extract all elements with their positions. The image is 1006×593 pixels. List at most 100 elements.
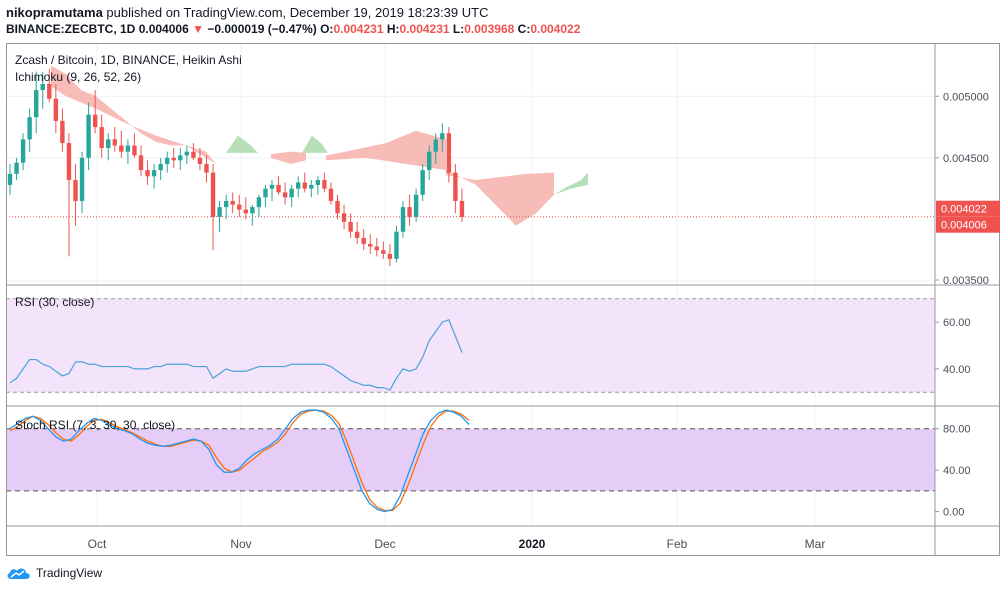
time-tick-label: Dec	[374, 537, 395, 551]
candle-body	[119, 145, 124, 152]
candle-body	[106, 139, 111, 148]
time-tick-label: Mar	[805, 537, 826, 551]
candle-body	[99, 127, 104, 148]
candle-body	[243, 209, 248, 214]
candle-body	[256, 197, 262, 208]
candle-body	[34, 90, 39, 118]
brand-name: TradingView	[36, 566, 103, 580]
price-axis[interactable]: 0.005000 0.004500 0.003500 60.00 40.00 80.00 4…	[935, 91, 1000, 519]
candle-body	[433, 139, 438, 152]
candle-body	[191, 151, 196, 158]
candle-body	[335, 200, 340, 214]
candle-body	[138, 155, 144, 171]
candle-body	[53, 98, 59, 121]
candle-body	[354, 231, 360, 238]
rsi-line	[9, 319, 463, 391]
stoch-tick-label: 40.00	[943, 465, 971, 477]
rsi-tick-label: 60.00	[943, 317, 971, 329]
candle-body	[289, 188, 294, 198]
candle-body	[66, 143, 72, 181]
ohlc-legend: BINANCE:ZECBTC, 1D 0.004006 ▼ −0.000019 …	[6, 22, 580, 36]
candle-body	[184, 151, 190, 156]
cloud-bull	[226, 135, 258, 153]
candle-body	[223, 200, 229, 208]
candle-body	[112, 139, 117, 146]
candle-body	[427, 151, 432, 171]
candle-body	[73, 180, 78, 201]
chart-canvas[interactable]: 0.005000 0.004500 0.003500 60.00 40.00 80.00 4…	[6, 43, 1000, 556]
candle-body	[400, 207, 406, 232]
open-value: 0.004231	[333, 22, 384, 36]
down-arrow-icon: ▼	[192, 22, 204, 36]
candle-body	[348, 221, 353, 232]
candle-series[interactable]	[7, 69, 465, 267]
candle-body	[459, 200, 465, 217]
stoch-k-line	[9, 409, 470, 513]
pane-borders	[6, 43, 1000, 556]
candle-body	[446, 133, 452, 173]
candle-body	[394, 231, 399, 259]
cloud-bull	[302, 135, 328, 153]
price-tick-label: 0.005000	[943, 91, 989, 103]
candle-body	[171, 157, 176, 161]
candle-body	[276, 184, 281, 193]
high-value: 0.004231	[399, 22, 450, 36]
candle-body	[387, 253, 393, 259]
candle-body	[151, 170, 157, 177]
indicator-lines	[9, 319, 470, 513]
candle-body	[40, 83, 45, 91]
price-tick-label: 0.003500	[943, 275, 989, 287]
main-pane-title: Zcash / Bitcoin, 1D, BINANCE, Heikin Ash…	[15, 53, 242, 67]
price-tag-label: 0.004006	[941, 220, 987, 232]
candle-body	[60, 120, 65, 144]
candle-body	[204, 164, 209, 173]
time-tick-label: Oct	[88, 537, 107, 551]
last-price: 0.004006	[138, 22, 189, 36]
low-value: 0.003968	[464, 22, 515, 36]
symbol-label: BINANCE:ZECBTC, 1D	[6, 22, 136, 36]
candle-body	[178, 155, 183, 161]
candle-body	[453, 172, 458, 201]
tradingview-cloud-icon	[7, 568, 30, 579]
candle-body	[315, 180, 321, 185]
candle-body	[381, 250, 386, 254]
rsi-tick-label: 40.00	[943, 364, 971, 376]
candle-body	[440, 133, 445, 140]
candle-body	[92, 114, 98, 128]
candle-body	[322, 180, 327, 189]
candle-body	[230, 200, 235, 205]
footer-brand[interactable]: TradingView	[6, 566, 102, 580]
candle-body	[47, 83, 52, 99]
time-tick-label: 2020	[519, 537, 546, 551]
chart-frame[interactable]: 0.005000 0.004500 0.003500 60.00 40.00 80.00 4…	[6, 43, 1000, 556]
author-name[interactable]: nikopramutama	[6, 5, 103, 20]
candle-body	[132, 145, 137, 156]
high-label: H:	[386, 22, 400, 36]
time-axis[interactable]: Oct Nov Dec 2020 Feb Mar	[88, 537, 826, 551]
candle-body	[368, 244, 373, 247]
price-tick-label: 0.004500	[943, 153, 989, 165]
price-tag	[936, 216, 1000, 233]
stoch-rsi-pane-title: Stoch RSI (7, 3, 30, 30, close)	[15, 418, 175, 432]
candle-body	[7, 173, 13, 185]
candle-body	[361, 237, 366, 245]
stoch-tick-label: 80.00	[943, 424, 971, 436]
candle-body	[269, 184, 275, 189]
candle-body	[341, 213, 347, 222]
candle-body	[145, 170, 150, 177]
candle-body	[420, 170, 425, 195]
candle-body	[302, 182, 307, 189]
cloud-bear	[446, 170, 554, 226]
candle-body	[210, 172, 216, 217]
candle-body	[165, 157, 170, 164]
stoch-d-line	[9, 409, 470, 512]
ichimoku-cloud	[51, 65, 588, 226]
time-tick-label: Feb	[667, 537, 688, 551]
candle-body	[413, 194, 419, 217]
price-change: −0.000019 (−0.47%)	[207, 22, 317, 36]
cloud-bull	[554, 172, 588, 195]
candle-body	[158, 164, 163, 171]
rsi-pane-title: RSI (30, close)	[15, 295, 94, 309]
outer-border	[6, 43, 1000, 556]
stoch-band	[6, 428, 935, 491]
